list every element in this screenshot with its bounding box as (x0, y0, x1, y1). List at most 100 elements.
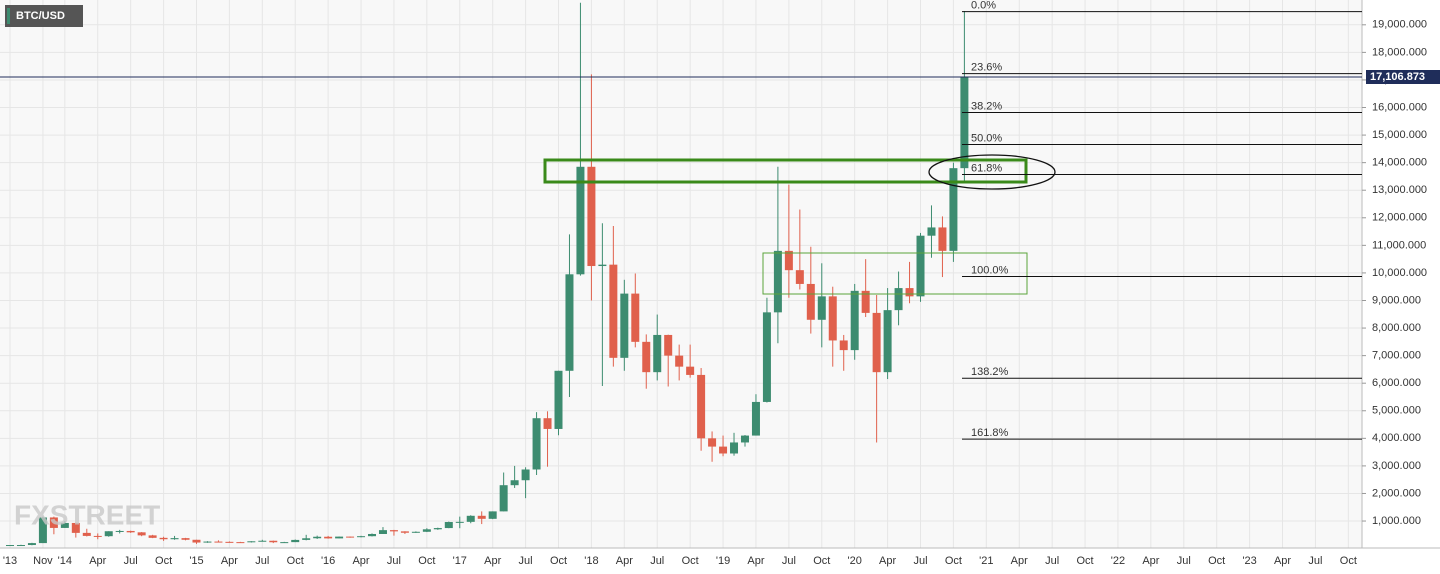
x-tick-label: Apr (1011, 555, 1028, 567)
candle-body (686, 366, 695, 375)
fib-label: 138.2% (971, 366, 1009, 378)
x-tick-label: '18 (584, 555, 598, 567)
candle-body (916, 235, 925, 297)
y-tick-label: 14,000.000 (1372, 157, 1427, 169)
y-tick-label: 13,000.000 (1372, 184, 1427, 196)
candle-body (159, 537, 168, 540)
candle-body (861, 290, 870, 313)
x-tick-label: Jul (913, 555, 927, 567)
x-tick-label: Apr (352, 555, 369, 567)
x-tick-label: Jul (782, 555, 796, 567)
candle-body (927, 227, 936, 236)
candle-body (269, 540, 278, 543)
candle-body (203, 541, 212, 543)
candle-body (554, 370, 563, 429)
candle-body (960, 77, 969, 169)
candle-body (357, 536, 366, 538)
x-tick-label: '16 (321, 555, 335, 567)
x-tick-label: Oct (155, 555, 172, 567)
candle-body (335, 536, 344, 539)
fib-label: 0.0% (971, 0, 996, 11)
x-tick-label: Jul (519, 555, 533, 567)
candle-body (762, 312, 771, 402)
candle-body (949, 168, 958, 251)
candle-body (477, 515, 486, 519)
candle-body (324, 536, 333, 539)
candle-body (905, 288, 914, 297)
fib-label: 38.2% (971, 100, 1002, 112)
candle-body (60, 522, 69, 528)
candle-body (49, 517, 58, 528)
y-tick-label: 15,000.000 (1372, 129, 1427, 141)
y-tick-label: 18,000.000 (1372, 46, 1427, 58)
x-tick-label: Jul (387, 555, 401, 567)
candle-body (16, 545, 25, 547)
x-tick-label: Oct (945, 555, 962, 567)
x-tick-label: Oct (287, 555, 304, 567)
candle-body (719, 446, 728, 454)
candle-body (773, 250, 782, 313)
candle-body (181, 538, 190, 540)
x-tick-label: '23 (1242, 555, 1256, 567)
y-tick-label: 4,000.000 (1372, 432, 1421, 444)
candle-body (400, 531, 409, 533)
resistance-zone (543, 158, 1028, 184)
fib-label: 23.6% (971, 62, 1002, 74)
x-tick-label: Oct (813, 555, 830, 567)
candle-body (411, 531, 420, 533)
candle-body (313, 536, 322, 539)
candle-body (828, 296, 837, 341)
support-zone (762, 252, 1028, 295)
candle-body (148, 535, 157, 538)
candle-body (170, 538, 179, 540)
candle-body (664, 334, 673, 356)
highlight-ellipse (928, 154, 1056, 190)
x-tick-label: Apr (89, 555, 106, 567)
candle-body (38, 517, 47, 544)
x-tick-label: Jul (650, 555, 664, 567)
price-tag-label: 17,106.873 (1370, 71, 1425, 83)
candle-body (82, 532, 91, 536)
candle-body (697, 374, 706, 439)
candle-body (521, 469, 530, 481)
plot (6, 2, 969, 547)
candle-body (730, 442, 739, 454)
candle-body (839, 340, 848, 351)
fib-label: 61.8% (971, 162, 1002, 174)
candle-body (631, 293, 640, 342)
candle-body (236, 542, 245, 544)
candle-body (93, 535, 102, 537)
candle-body (346, 536, 355, 538)
candle-body (587, 166, 596, 267)
candle-body (291, 539, 300, 543)
y-tick-label: 2,000.000 (1372, 487, 1421, 499)
candle-body (894, 288, 903, 311)
x-tick-label: '13 (3, 555, 17, 567)
candle-body (653, 334, 662, 373)
x-tick-label: Jul (124, 555, 138, 567)
candle-body (850, 290, 859, 351)
candle-body (565, 274, 574, 371)
candle-body (137, 532, 146, 536)
x-tick-label: Nov (33, 555, 53, 567)
candle-body (751, 401, 760, 436)
candle-body (543, 418, 552, 429)
y-tick-label: 1,000.000 (1372, 515, 1421, 527)
x-tick-label: Jul (1177, 555, 1191, 567)
y-tick-label: 19,000.000 (1372, 19, 1427, 31)
x-tick-label: Oct (418, 555, 435, 567)
y-tick-label: 8,000.000 (1372, 322, 1421, 334)
symbol-marker (7, 8, 10, 24)
x-tick-label: Apr (221, 555, 238, 567)
candle-body (883, 310, 892, 373)
candle-body (27, 543, 36, 546)
fib-label: 100.0% (971, 264, 1009, 276)
candle-body (192, 539, 201, 543)
candle-body (784, 250, 793, 271)
candle-body (71, 522, 80, 533)
x-tick-label: Oct (1208, 555, 1225, 567)
y-tick-label: 11,000.000 (1372, 239, 1426, 251)
x-tick-label: Apr (1274, 555, 1291, 567)
candle-body (708, 438, 717, 447)
